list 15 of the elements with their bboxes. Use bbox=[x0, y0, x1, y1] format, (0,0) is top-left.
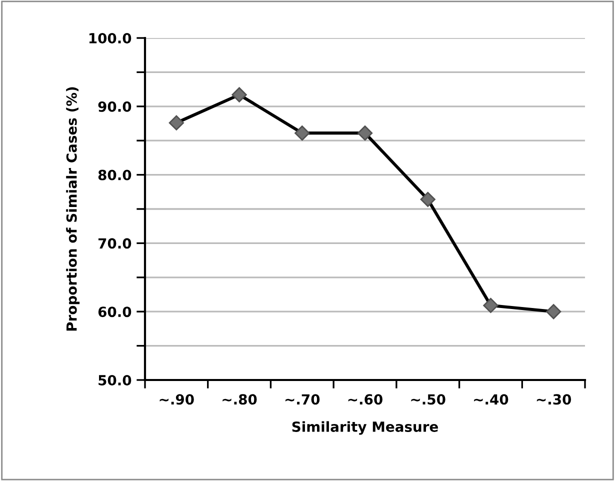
y-axis-title: Proportion of Simialr Cases (%) bbox=[66, 87, 80, 331]
x-tick-label: ~.80 bbox=[222, 394, 257, 405]
x-tick-label: ~.30 bbox=[536, 394, 572, 405]
y-tick-label: 80.0 bbox=[98, 170, 132, 180]
x-tick-label: ~.40 bbox=[474, 394, 508, 405]
x-tick-label: ~.60 bbox=[348, 394, 382, 405]
y-tick-label: 100.0 bbox=[89, 32, 132, 44]
x-axis-title: Similarity Measure bbox=[292, 421, 438, 435]
y-tick-label: 90.0 bbox=[98, 101, 132, 112]
y-tick-label: 60.0 bbox=[98, 306, 132, 318]
x-tick-label: ~.70 bbox=[285, 394, 320, 405]
y-tick-label: 50.0 bbox=[98, 374, 132, 386]
x-tick-label: ~.50 bbox=[411, 394, 446, 405]
y-tick-label: 70.0 bbox=[98, 238, 132, 249]
x-tick-label: ~.90 bbox=[160, 394, 194, 405]
